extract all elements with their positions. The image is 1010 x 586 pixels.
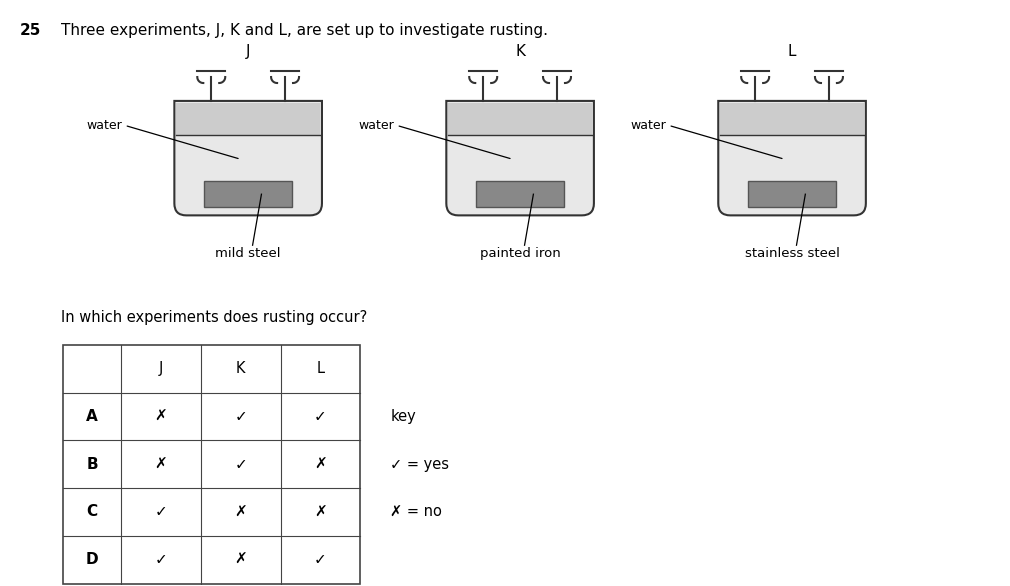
Text: key: key [390,409,416,424]
Text: K: K [236,361,245,376]
Text: L: L [788,44,796,59]
Text: ✗: ✗ [234,505,247,519]
Text: A: A [86,409,98,424]
Text: ✓: ✓ [155,505,168,519]
Text: B: B [86,456,98,472]
PathPatch shape [177,103,320,135]
Text: ✓: ✓ [314,409,327,424]
Text: ✗: ✗ [155,456,168,472]
Text: ✓ = yes: ✓ = yes [390,456,449,472]
Text: ✓: ✓ [234,409,247,424]
PathPatch shape [718,101,866,216]
Text: ✗: ✗ [314,505,327,519]
Text: stainless steel: stainless steel [744,247,839,260]
Text: D: D [86,552,98,567]
PathPatch shape [446,101,594,216]
Text: 25: 25 [19,23,40,38]
Bar [204,181,293,207]
PathPatch shape [720,103,864,135]
Text: ✓: ✓ [155,552,168,567]
Text: water: water [630,119,667,132]
PathPatch shape [175,101,322,216]
Text: L: L [316,361,324,376]
Text: water: water [359,119,395,132]
Bar [64,345,361,584]
Text: painted iron: painted iron [480,247,561,260]
Bar [747,181,836,207]
Text: Three experiments, J, K and L, are set up to investigate rusting.: Three experiments, J, K and L, are set u… [62,23,548,38]
Text: ✗: ✗ [314,456,327,472]
Text: water: water [87,119,122,132]
Text: ✓: ✓ [314,552,327,567]
Text: J: J [159,361,164,376]
Text: mild steel: mild steel [215,247,281,260]
Text: ✗ = no: ✗ = no [390,505,442,519]
PathPatch shape [448,103,592,135]
Bar [476,181,565,207]
Text: C: C [87,505,98,519]
Text: J: J [245,44,250,59]
Text: K: K [515,44,525,59]
Text: ✓: ✓ [234,456,247,472]
Text: ✗: ✗ [155,409,168,424]
Text: ✗: ✗ [234,552,247,567]
Text: In which experiments does rusting occur?: In which experiments does rusting occur? [62,310,368,325]
